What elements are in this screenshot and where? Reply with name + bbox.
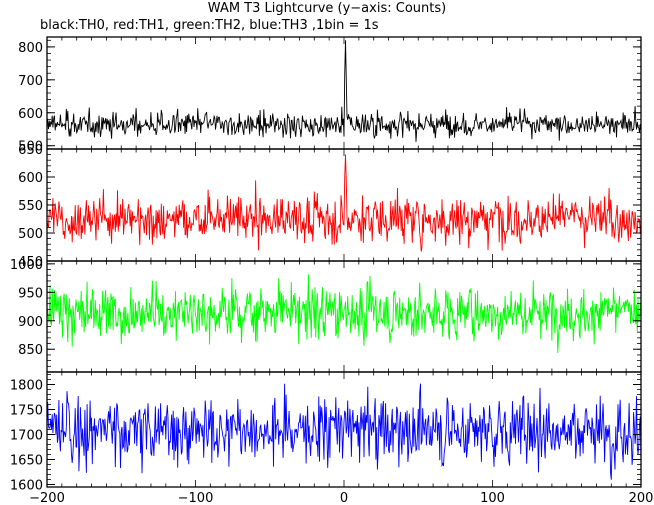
panel-th3: 1600 1650 1700 1750 1800 −200 −100 0 100 200 xyxy=(10,371,654,505)
chart-title: WAM T3 Lightcurve (y−axis: Counts) xyxy=(207,1,447,16)
y-tick-label: 600 xyxy=(18,107,43,122)
series-line-th1 xyxy=(46,154,642,252)
y-tick-label: 850 xyxy=(18,343,43,358)
y-tick-label: 800 xyxy=(18,41,43,56)
panel-th1: 450 500 550 600 650 xyxy=(18,143,642,270)
y-tick-label: 900 xyxy=(18,315,43,330)
y-tick-label: 650 xyxy=(18,143,43,158)
y-tick-label: 550 xyxy=(18,199,43,214)
y-tick-label: 600 xyxy=(18,171,43,186)
chart-subtitle: black:TH0, red:TH1, green:TH2, blue:TH3 … xyxy=(40,18,379,33)
panel-th0: 500 600 700 800 xyxy=(18,36,642,155)
y-tick-label: 950 xyxy=(18,286,43,301)
y-tick-label: 700 xyxy=(18,74,43,89)
y-tick-label: 450 xyxy=(18,255,43,270)
y-tick-label: 500 xyxy=(18,227,43,242)
series-line-th3 xyxy=(46,383,642,480)
y-tick-label: 1750 xyxy=(10,404,43,419)
y-tick-label: 1700 xyxy=(10,429,43,444)
series-line-th0 xyxy=(46,40,642,142)
x-tick-label: −100 xyxy=(178,491,214,505)
y-tick-label: 1800 xyxy=(10,379,43,394)
x-tick-label: −200 xyxy=(29,491,65,505)
x-tick-label: 200 xyxy=(629,491,654,505)
y-tick-label: 1600 xyxy=(10,479,43,494)
x-tick-label: 100 xyxy=(480,491,505,505)
series-line-th2 xyxy=(46,274,642,353)
y-tick-label: 1650 xyxy=(10,454,43,469)
panel-th2: 850 900 950 1000 xyxy=(10,258,642,373)
y-tick-label: 1000 xyxy=(10,258,43,273)
x-tick-label: 0 xyxy=(340,491,348,505)
y-tick-label: 500 xyxy=(18,140,43,155)
